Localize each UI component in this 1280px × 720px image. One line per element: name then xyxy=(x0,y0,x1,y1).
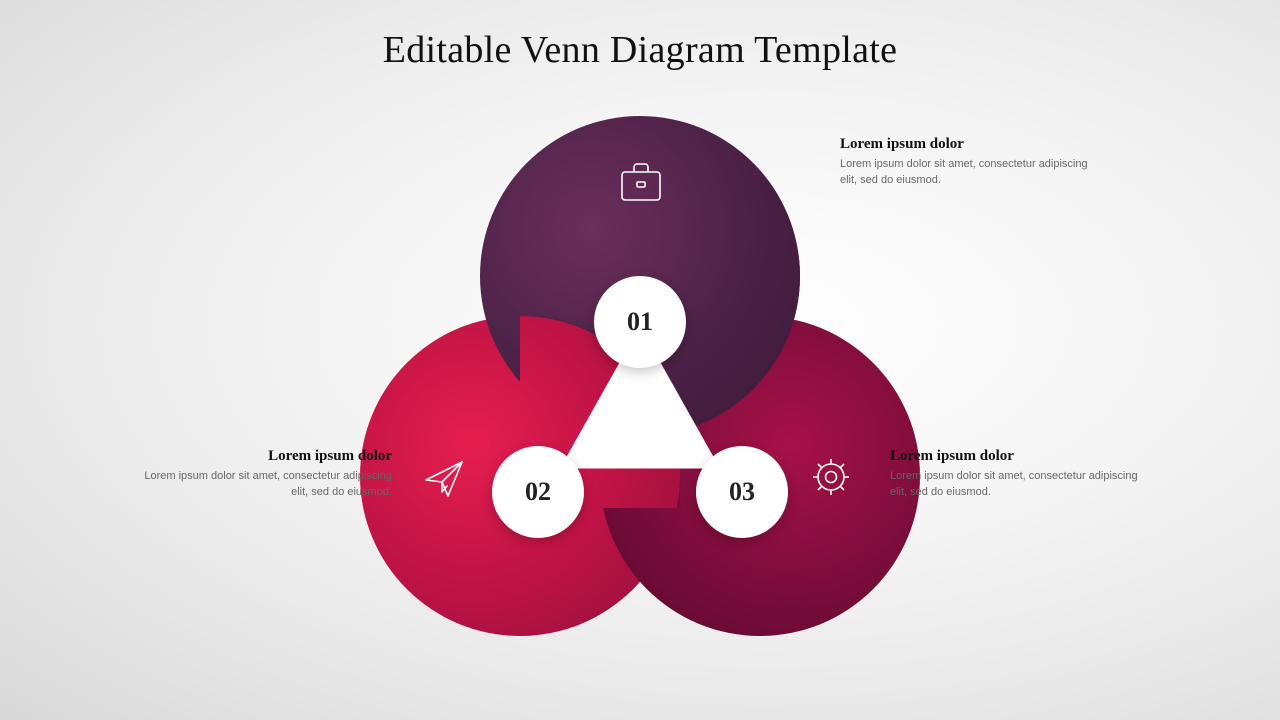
number-badge-02: 02 xyxy=(492,446,584,538)
callout-body: Lorem ipsum dolor sit amet, consectetur … xyxy=(890,469,1140,501)
callout-body: Lorem ipsum dolor sit amet, consectetur … xyxy=(142,469,392,501)
page-title: Editable Venn Diagram Template xyxy=(0,28,1280,72)
callout-1: Lorem ipsum dolor Lorem ipsum dolor sit … xyxy=(840,136,1090,189)
callout-heading: Lorem ipsum dolor xyxy=(840,136,1090,153)
callout-heading: Lorem ipsum dolor xyxy=(142,448,392,465)
briefcase-icon xyxy=(618,160,664,209)
callout-2: Lorem ipsum dolor Lorem ipsum dolor sit … xyxy=(142,448,392,501)
paper-plane-icon xyxy=(422,456,466,505)
number-badge-03: 03 xyxy=(696,446,788,538)
callout-body: Lorem ipsum dolor sit amet, consectetur … xyxy=(840,157,1090,189)
number-badge-01: 01 xyxy=(594,276,686,368)
callout-heading: Lorem ipsum dolor xyxy=(890,448,1140,465)
gear-icon xyxy=(810,456,852,503)
callout-3: Lorem ipsum dolor Lorem ipsum dolor sit … xyxy=(890,448,1140,501)
venn-diagram: 01 02 03 xyxy=(360,116,920,676)
